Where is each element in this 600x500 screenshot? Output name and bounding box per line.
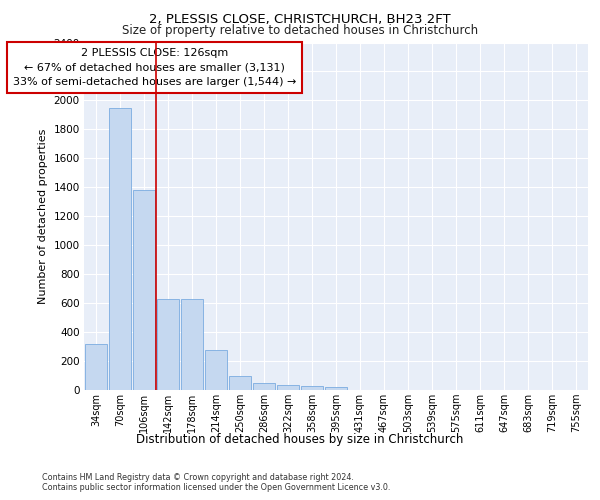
Text: Contains HM Land Registry data © Crown copyright and database right 2024.: Contains HM Land Registry data © Crown c… xyxy=(42,472,354,482)
Bar xyxy=(229,376,251,390)
Text: Distribution of detached houses by size in Christchurch: Distribution of detached houses by size … xyxy=(136,432,464,446)
Bar xyxy=(85,344,107,390)
Bar xyxy=(157,299,179,390)
Bar xyxy=(253,383,275,390)
Text: Contains public sector information licensed under the Open Government Licence v3: Contains public sector information licen… xyxy=(42,484,391,492)
Bar xyxy=(301,386,323,390)
Text: Size of property relative to detached houses in Christchurch: Size of property relative to detached ho… xyxy=(122,24,478,37)
Bar xyxy=(133,190,155,390)
Bar xyxy=(109,108,131,390)
Y-axis label: Number of detached properties: Number of detached properties xyxy=(38,128,48,304)
Bar xyxy=(277,385,299,390)
Bar xyxy=(205,350,227,390)
Bar xyxy=(181,299,203,390)
Text: 2 PLESSIS CLOSE: 126sqm
← 67% of detached houses are smaller (3,131)
33% of semi: 2 PLESSIS CLOSE: 126sqm ← 67% of detache… xyxy=(13,48,296,88)
Bar xyxy=(325,387,347,390)
Text: 2, PLESSIS CLOSE, CHRISTCHURCH, BH23 2FT: 2, PLESSIS CLOSE, CHRISTCHURCH, BH23 2FT xyxy=(149,12,451,26)
